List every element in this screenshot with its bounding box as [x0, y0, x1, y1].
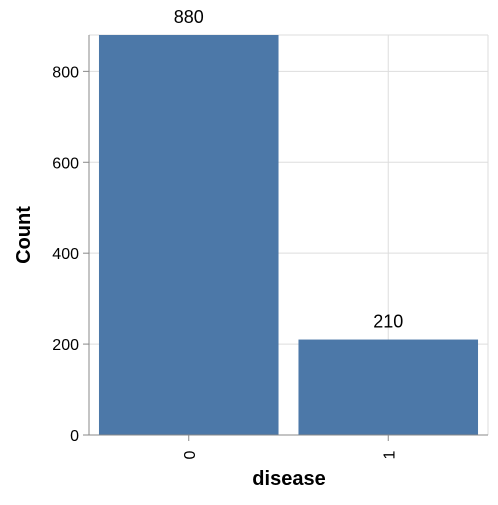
data-labels: 880 210	[174, 7, 404, 332]
bars	[98, 35, 479, 435]
x-axis-title: disease	[252, 468, 325, 490]
data-label: 880	[174, 7, 204, 27]
data-label: 210	[373, 312, 403, 332]
x-tick-label: 1	[381, 450, 398, 459]
bar	[298, 339, 479, 435]
bar	[98, 35, 279, 435]
y-tick-label: 200	[52, 337, 79, 354]
y-axis-title: Count	[13, 206, 35, 264]
y-tick-label: 600	[52, 155, 79, 172]
y-tick-label: 400	[52, 246, 79, 263]
y-tick-label: 800	[52, 64, 79, 81]
axes: 0 200 400 600 800 0 1	[52, 35, 488, 459]
y-tick-label: 0	[70, 428, 79, 445]
x-tick-label: 0	[182, 450, 199, 459]
